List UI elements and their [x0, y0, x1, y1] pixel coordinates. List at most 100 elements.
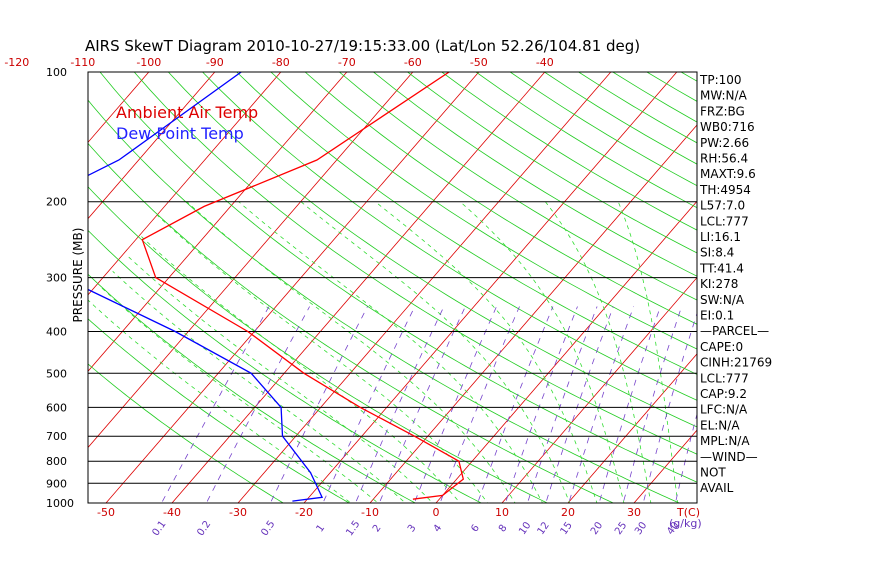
index-cap-9-2: CAP:9.2 — [700, 387, 747, 401]
mixing-ratio-label: 25 — [613, 520, 629, 537]
top-temp-tick-label: -50 — [470, 56, 488, 69]
moist-adiabat-line — [86, 298, 362, 512]
mixing-ratio-line — [157, 307, 269, 513]
legend-ambient-air-temp: Ambient Air Temp — [116, 103, 258, 122]
index-tt-41-4: TT:41.4 — [699, 261, 744, 275]
mixing-ratio-label: 15 — [559, 520, 575, 537]
mixing-ratio-line — [411, 307, 497, 513]
pressure-tick-label: 600 — [46, 401, 67, 414]
isotherm-line — [758, 72, 870, 512]
moist-adiabat-line — [618, 202, 679, 512]
mixing-ratio-line — [319, 307, 415, 513]
chart-title: AIRS SkewT Diagram 2010-10-27/19:15:33.0… — [85, 37, 640, 55]
dry-adiabat-line — [442, 72, 870, 512]
mixing-ratio-label: 8 — [497, 523, 510, 535]
top-temp-tick-label: -90 — [206, 56, 224, 69]
bottom-temp-tick-label: -10 — [361, 506, 379, 519]
moist-adiabat-line — [460, 202, 626, 512]
index-cape-0: CAPE:0 — [700, 340, 743, 354]
legend-dew-point-temp: Dew Point Temp — [116, 124, 244, 143]
mixing-ratio-label: 0.5 — [259, 519, 277, 538]
index-tp-100: TP:100 — [699, 73, 742, 87]
mixing-ratio-label: 10 — [517, 520, 533, 537]
bottom-temp-tick-label: 30 — [627, 506, 641, 519]
pressure-tick-label: 500 — [46, 367, 67, 380]
isotherm-line — [494, 72, 870, 512]
index-lcl-777: LCL:777 — [700, 371, 749, 385]
pressure-tick-label: 200 — [46, 196, 67, 209]
top-temp-tick-label: -80 — [272, 56, 290, 69]
top-temp-tick-label: -60 — [404, 56, 422, 69]
index-th-4954: TH:4954 — [699, 183, 751, 197]
isotherm-line — [824, 72, 870, 512]
dry-adiabat-line — [408, 72, 870, 512]
index-ei-0-1: EI:0.1 — [700, 309, 734, 323]
index-cinh-21769: CINH:21769 — [700, 356, 772, 370]
dry-adiabat-line — [476, 72, 870, 512]
top-temp-tick-label: -100 — [136, 56, 161, 69]
bottom-temp-tick-label: -50 — [97, 506, 115, 519]
bottom-temp-tick-label: -30 — [229, 506, 247, 519]
stability-indices: TP:100MW:N/AFRZ:BGWB0:716PW:2.66RH:56.4M… — [699, 73, 772, 495]
index-not: NOT — [700, 466, 726, 480]
index-maxt-9-6: MAXT:9.6 — [700, 167, 756, 181]
index-el-n-a: EL:N/A — [700, 418, 740, 432]
isotherm-line — [230, 72, 611, 512]
pressure-tick-label: 800 — [46, 455, 67, 468]
index-lfc-n-a: LFC:N/A — [700, 403, 748, 417]
index-rh-56-4: RH:56.4 — [700, 152, 748, 166]
mixing-ratio-label: 1.5 — [344, 519, 362, 538]
dry-adiabat-line — [510, 72, 870, 512]
index-parcel: —PARCEL— — [700, 324, 769, 338]
moist-adiabat-line — [187, 202, 521, 512]
bottom-temp-tick-label: 0 — [433, 506, 440, 519]
dry-adiabat-line — [305, 72, 870, 512]
mixing-ratio-label: 6 — [469, 523, 482, 535]
index-l57-7-0: L57:7.0 — [700, 199, 745, 213]
index-si-8-4: SI:8.4 — [700, 246, 734, 260]
dry-adiabat-line — [374, 72, 870, 512]
mixing-ratio-label: 4 — [432, 523, 445, 535]
mixing-ratio-line — [437, 307, 520, 513]
index-li-16-1: LI:16.1 — [700, 230, 741, 244]
moist-adiabat-line — [126, 254, 441, 512]
index-lcl-777: LCL:777 — [700, 214, 749, 228]
mixing-ratio-label: 1 — [315, 523, 328, 535]
bottom-temp-tick-label: 20 — [561, 506, 575, 519]
mixing-ratio-label: 0.2 — [195, 519, 213, 538]
moist-adiabat-line — [375, 202, 599, 512]
pressure-tick-label: 900 — [46, 477, 67, 490]
mixing-ratio-label: 2 — [371, 523, 384, 535]
mixing-ratio-label: 20 — [589, 520, 605, 537]
moist-adiabat-line — [157, 215, 494, 512]
isotherm-line — [0, 72, 17, 512]
index-mpl-n-a: MPL:N/A — [700, 434, 750, 448]
index-ki-278: KI:278 — [700, 277, 738, 291]
top-temp-tick-label: -120 — [4, 56, 29, 69]
pressure-tick-label: 300 — [46, 272, 67, 285]
dry-adiabat-line — [750, 72, 870, 512]
top-temp-tick-label: -110 — [70, 56, 95, 69]
mixing-ratio-unit-label: (g/kg) — [669, 517, 702, 530]
index-sw-n-a: SW:N/A — [700, 293, 745, 307]
mixing-ratio-label: 12 — [536, 520, 552, 537]
index-pw-2-66: PW:2.66 — [700, 136, 749, 150]
index-avail: AVAIL — [700, 481, 734, 495]
pressure-tick-label: 400 — [46, 325, 67, 338]
dry-adiabat-line — [784, 72, 870, 512]
pressure-tick-label: 100 — [46, 66, 67, 79]
mixing-ratio-label: 0.1 — [150, 519, 168, 538]
pressure-axis-title: PRESSURE (MB) — [71, 228, 85, 323]
dry-adiabat-line — [168, 72, 870, 512]
pressure-tick-label: 700 — [46, 430, 67, 443]
index-wind: —WIND— — [700, 450, 758, 464]
top-temp-tick-label: -70 — [338, 56, 356, 69]
bottom-temp-tick-label: -20 — [295, 506, 313, 519]
mixing-ratio-label: 30 — [633, 520, 649, 537]
index-frz-bg: FRZ:BG — [700, 104, 745, 118]
isotherm-line — [362, 72, 743, 512]
top-temp-tick-label: -40 — [536, 56, 554, 69]
mixing-ratio-line — [597, 307, 661, 513]
